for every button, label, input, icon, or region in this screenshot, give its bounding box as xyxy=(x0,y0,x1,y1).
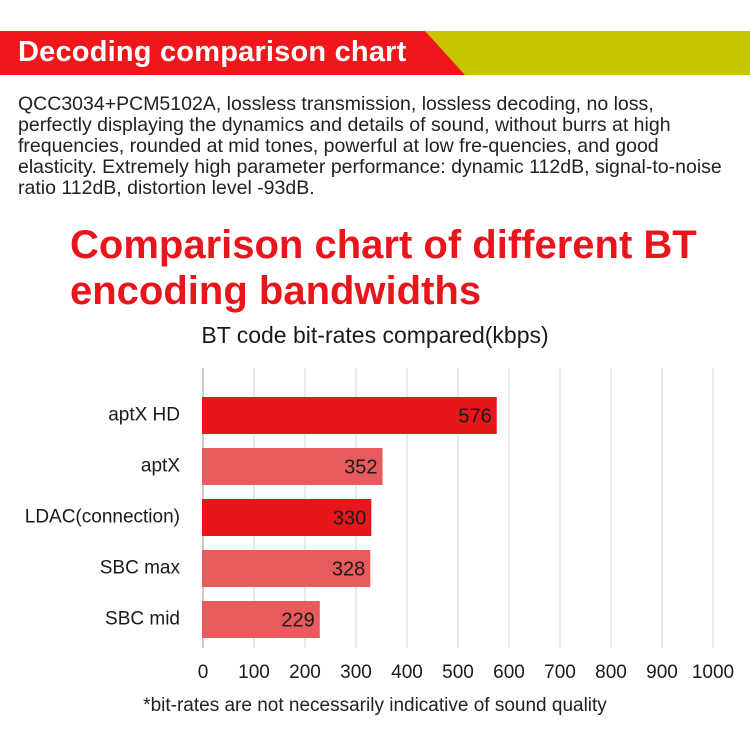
category-label: aptX HD xyxy=(108,405,180,426)
category-label: SBC max xyxy=(100,558,181,579)
x-tick-label: 800 xyxy=(595,662,627,683)
chart-bars: 576 352 330 328 229 xyxy=(202,397,497,638)
intro-paragraph: QCC3034+PCM5102A, lossless transmission,… xyxy=(18,93,722,199)
x-tick-label: 100 xyxy=(238,662,270,683)
chart-x-ticks: 0 100 200 300 400 500 600 700 800 900 1000 xyxy=(198,662,734,683)
bar-value-label: 576 xyxy=(458,406,491,428)
x-tick-label: 700 xyxy=(544,662,576,683)
category-label: LDAC(connection) xyxy=(25,507,180,528)
x-tick-label: 600 xyxy=(493,662,525,683)
bar-value-label: 330 xyxy=(333,508,366,530)
bar-chart: 576 352 330 328 229 aptX HD aptX LDAC(connecti… xyxy=(25,368,734,683)
bar xyxy=(202,601,320,638)
x-tick-label: 900 xyxy=(646,662,678,683)
chart-title: BT code bit-rates compared(kbps) xyxy=(201,322,549,348)
bar-value-label: 352 xyxy=(344,457,377,479)
banner-red-tab xyxy=(0,31,465,75)
banner-title: Decoding comparison chart xyxy=(18,36,407,68)
bar xyxy=(202,550,371,587)
footnote: *bit-rates are not necessarily indicativ… xyxy=(143,695,607,716)
x-tick-label: 1000 xyxy=(692,662,734,683)
x-tick-label: 300 xyxy=(340,662,372,683)
bar-value-label: 229 xyxy=(281,610,314,632)
bar xyxy=(202,448,383,485)
bar-value-label: 328 xyxy=(332,559,365,581)
bar xyxy=(202,397,497,434)
category-label: SBC mid xyxy=(105,609,180,630)
header-banner: Decoding comparison chart xyxy=(0,31,750,75)
chart-category-labels: aptX HD aptX LDAC(connection) SBC max SBC mi… xyxy=(25,405,181,630)
main-title: Comparison chart of different BT encodin… xyxy=(70,223,697,313)
x-tick-label: 500 xyxy=(442,662,474,683)
x-tick-label: 0 xyxy=(198,662,209,683)
x-tick-label: 200 xyxy=(289,662,321,683)
banner-background xyxy=(0,31,750,75)
bar xyxy=(202,499,372,536)
category-label: aptX xyxy=(141,456,180,477)
x-tick-label: 400 xyxy=(391,662,423,683)
